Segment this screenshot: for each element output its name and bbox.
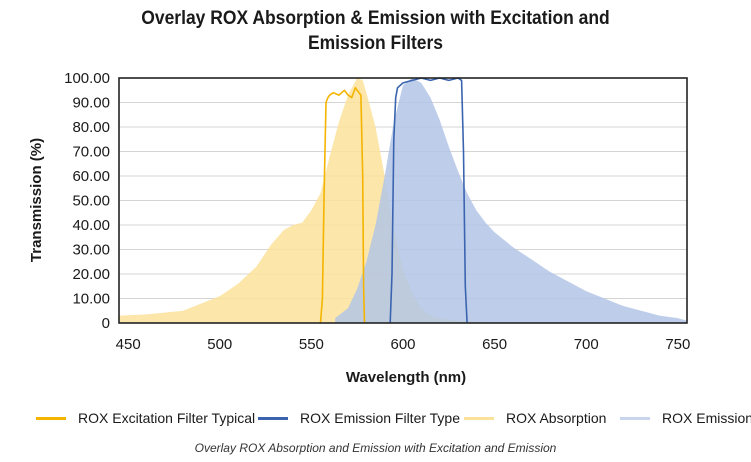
- x-axis-label: Wavelength (nm): [346, 369, 466, 386]
- legend-label-emission-filter: ROX Emission Filter Type: [300, 410, 461, 426]
- y-tick-label: 10.00: [72, 291, 110, 308]
- x-tick-label: 750: [665, 336, 690, 353]
- y-axis-label: Transmission (%): [28, 138, 45, 262]
- chart-title: Overlay ROX Absorption & Emission with E…: [30, 6, 721, 56]
- x-tick-label: 600: [390, 336, 415, 353]
- y-tick-label: 100.00: [64, 70, 110, 87]
- line-series: [319, 77, 468, 324]
- x-tick-label: 550: [299, 336, 324, 353]
- line-rox-excitation-filter-typical: [319, 87, 366, 324]
- chart-title-line-2: Emission Filters: [307, 33, 444, 54]
- y-tick-label: 40.00: [72, 217, 110, 234]
- y-tick-label: 20.00: [72, 266, 110, 283]
- legend-swatch-emission: [620, 416, 650, 420]
- plot-frame: [118, 77, 688, 324]
- legend-swatch-excitation-filter: [36, 416, 66, 420]
- legend-item-emission-filter: ROX Emission Filter Type: [258, 408, 460, 428]
- legend-label-absorption: ROX Absorption: [506, 410, 607, 426]
- legend-item-emission: ROX Emission: [620, 408, 751, 428]
- y-tick-label: 70.00: [72, 144, 110, 161]
- area-rox-emission: [335, 78, 687, 323]
- figure-caption: Overlay ROX Absorption and Emission with…: [194, 441, 557, 455]
- legend-label-excitation-filter: ROX Excitation Filter Typical: [78, 410, 256, 426]
- y-tick-label: 90.00: [72, 95, 110, 112]
- x-tick-label: 650: [482, 336, 507, 353]
- y-tick-label: 50.00: [72, 193, 110, 210]
- y-tick-label: 0: [102, 315, 110, 332]
- legend: ROX Excitation Filter Typical ROX Emissi…: [0, 408, 751, 428]
- legend-label-emission: ROX Emission: [662, 410, 751, 426]
- area-series: [119, 78, 687, 323]
- y-axis-ticks: 0 10.00 20.00 30.00 40.00 50.00 60.00 70.00 80.0…: [64, 70, 110, 332]
- chart-title-line-1: Overlay ROX Absorption & Emission with E…: [141, 8, 610, 29]
- x-tick-label: 450: [116, 336, 141, 353]
- x-tick-label: 700: [574, 336, 599, 353]
- y-tick-label: 30.00: [72, 242, 110, 259]
- legend-swatch-emission-filter: [258, 416, 288, 420]
- legend-item-excitation-filter: ROX Excitation Filter Typical: [36, 408, 255, 428]
- legend-swatch-absorption: [464, 416, 494, 420]
- y-tick-label: 80.00: [72, 119, 110, 136]
- legend-item-absorption: ROX Absorption: [464, 408, 606, 428]
- x-tick-label: 500: [207, 336, 232, 353]
- x-axis-ticks: 450 500 550 600 650 700 750: [116, 336, 691, 353]
- y-tick-label: 60.00: [72, 168, 110, 185]
- line-rox-emission-filter-type: [389, 77, 468, 324]
